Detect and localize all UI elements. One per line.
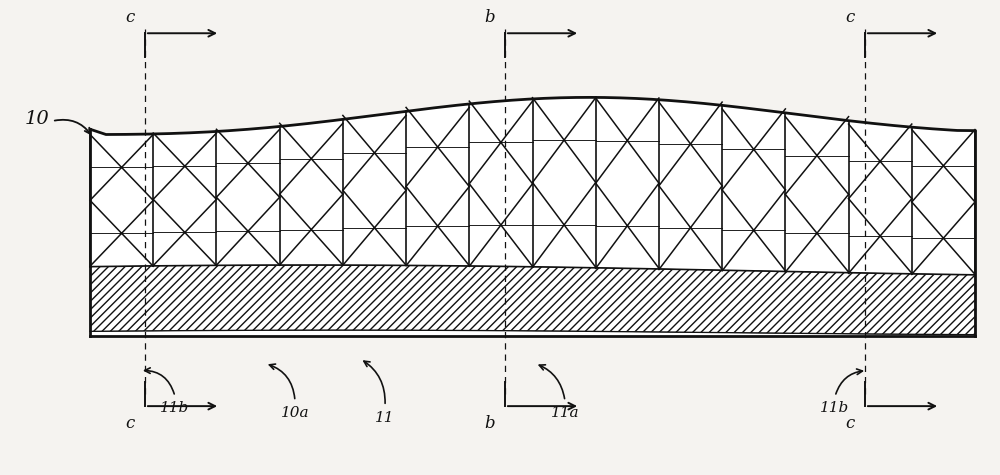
Text: 11b: 11b (820, 401, 850, 415)
Text: c: c (125, 415, 135, 432)
Text: b: b (485, 9, 495, 26)
Text: 11b: 11b (160, 401, 190, 415)
Polygon shape (90, 97, 975, 275)
Text: c: c (125, 9, 135, 26)
Text: c: c (845, 9, 855, 26)
Text: c: c (845, 415, 855, 432)
Text: 10: 10 (25, 110, 50, 128)
Text: 10a: 10a (281, 406, 309, 420)
Text: 11: 11 (375, 411, 395, 425)
Polygon shape (90, 265, 975, 335)
Text: 11a: 11a (551, 406, 579, 420)
Text: b: b (485, 415, 495, 432)
